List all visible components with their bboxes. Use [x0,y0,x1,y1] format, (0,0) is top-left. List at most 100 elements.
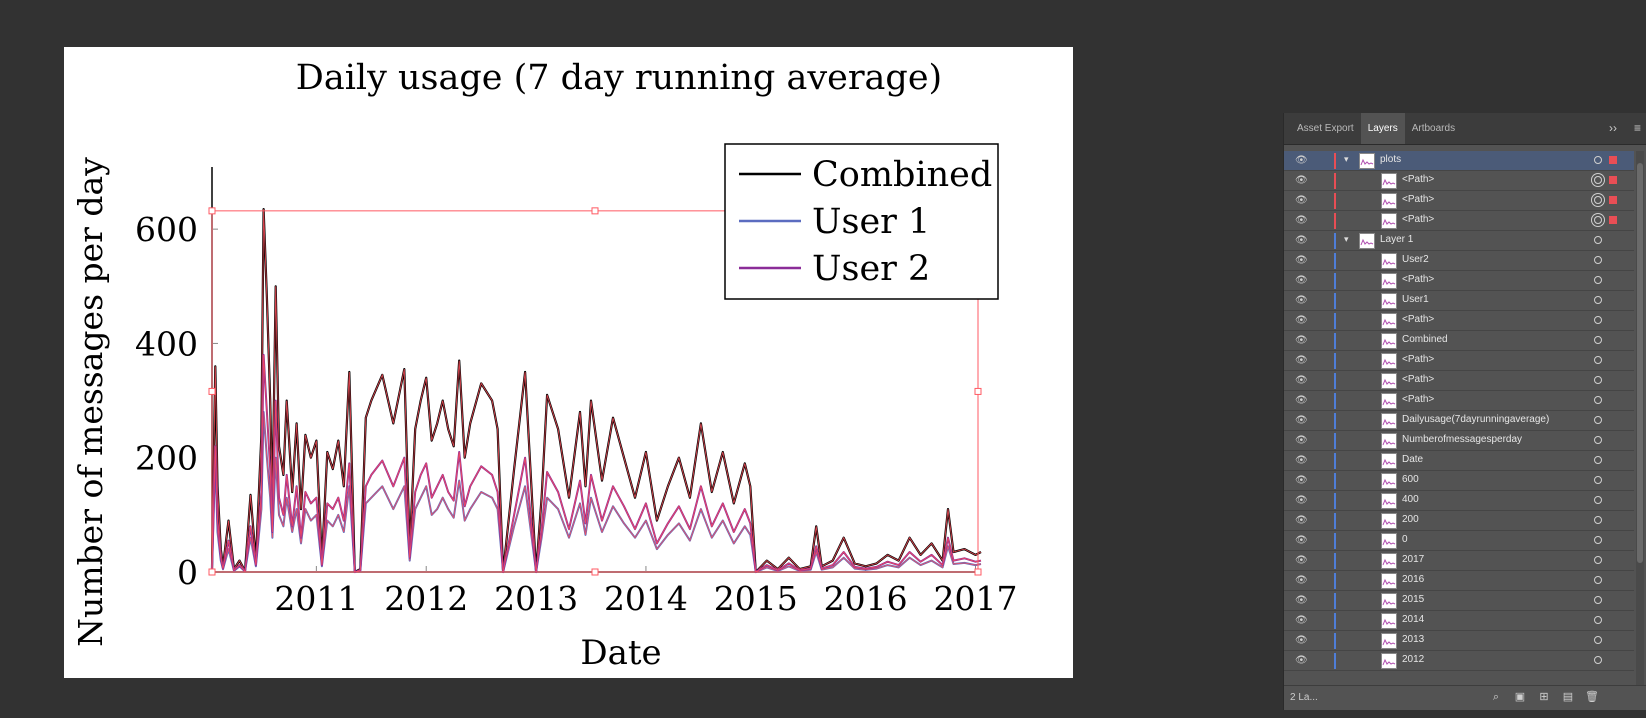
target-circle-icon[interactable] [1594,276,1602,284]
more-tabs-icon[interactable]: ›› [1609,121,1617,135]
target-circle-icon[interactable] [1594,456,1602,464]
target-circle-icon[interactable] [1594,336,1602,344]
selection-indicator[interactable] [1609,156,1617,164]
bounding-box-handle[interactable] [974,568,982,576]
target-circle-icon[interactable] [1594,176,1602,184]
target-circle-icon[interactable] [1594,616,1602,624]
layer-name[interactable]: 2012 [1402,654,1425,665]
target-circle-icon[interactable] [1594,496,1602,504]
visibility-eye-icon[interactable]: 👁 [1295,475,1308,486]
expand-chevron-icon[interactable]: ▾ [1344,234,1349,244]
layer-row[interactable]: 👁 0 [1284,531,1634,551]
layer-row[interactable]: 👁 2015 [1284,591,1634,611]
selection-indicator[interactable] [1609,196,1617,204]
scrollbar-thumb[interactable] [1637,163,1643,563]
layer-name[interactable]: <Path> [1402,394,1435,405]
layer-name[interactable]: Dailyusage(7dayrunningaverage) [1402,414,1550,425]
target-circle-icon[interactable] [1594,316,1602,324]
layer-row[interactable]: 👁 2013 [1284,631,1634,651]
visibility-eye-icon[interactable]: 👁 [1295,635,1308,646]
layer-row[interactable]: 👁 User2 [1284,251,1634,271]
layer-name[interactable]: Numberofmessagesperday [1402,434,1523,445]
visibility-eye-icon[interactable]: 👁 [1295,315,1308,326]
layer-row[interactable]: 👁 <Path> [1284,191,1634,211]
layer-name[interactable]: Date [1402,454,1424,465]
visibility-eye-icon[interactable]: 👁 [1295,235,1308,246]
target-circle-icon[interactable] [1594,516,1602,524]
visibility-eye-icon[interactable]: 👁 [1295,535,1308,546]
visibility-eye-icon[interactable]: 👁 [1295,275,1308,286]
layer-name[interactable]: <Path> [1402,374,1435,385]
visibility-eye-icon[interactable]: 👁 [1295,435,1308,446]
delete-layer-icon[interactable]: 🗑 [1585,691,1599,703]
create-sublayer-icon[interactable]: ⊞ [1539,691,1549,703]
layer-row[interactable]: 👁 <Path> [1284,171,1634,191]
layer-row[interactable]: 👁 ▾ plots [1284,151,1634,171]
selection-indicator[interactable] [1609,176,1617,184]
target-circle-icon[interactable] [1594,216,1602,224]
visibility-eye-icon[interactable]: 👁 [1295,155,1308,166]
panel-menu-icon[interactable]: ≡ [1633,121,1641,135]
layer-row[interactable]: 👁 <Path> [1284,311,1634,331]
layer-row[interactable]: 👁 2012 [1284,651,1634,671]
target-circle-icon[interactable] [1594,356,1602,364]
layer-row[interactable]: 👁 400 [1284,491,1634,511]
layer-row[interactable]: 👁 <Path> [1284,271,1634,291]
tab-artboards[interactable]: Artboards [1411,123,1456,134]
layer-name[interactable]: 200 [1402,514,1419,525]
target-circle-icon[interactable] [1594,556,1602,564]
visibility-eye-icon[interactable]: 👁 [1295,195,1308,206]
target-circle-icon[interactable] [1594,476,1602,484]
layer-name[interactable]: <Path> [1402,274,1435,285]
target-circle-icon[interactable] [1594,376,1602,384]
layer-name[interactable]: Layer 1 [1380,234,1414,245]
layer-name[interactable]: 2014 [1402,614,1425,625]
layer-name[interactable]: 400 [1402,494,1419,505]
layer-row[interactable]: 👁 600 [1284,471,1634,491]
layer-name[interactable]: User1 [1402,294,1429,305]
layer-row[interactable]: 👁 2017 [1284,551,1634,571]
visibility-eye-icon[interactable]: 👁 [1295,215,1308,226]
make-clipping-mask-icon[interactable]: ▣ [1514,691,1526,703]
visibility-eye-icon[interactable]: 👁 [1295,335,1308,346]
target-circle-icon[interactable] [1594,576,1602,584]
layer-row[interactable]: 👁 Dailyusage(7dayrunningaverage) [1284,411,1634,431]
layer-row[interactable]: 👁 Numberofmessagesperday [1284,431,1634,451]
target-circle-icon[interactable] [1594,656,1602,664]
selection-indicator[interactable] [1609,216,1617,224]
visibility-eye-icon[interactable]: 👁 [1295,415,1308,426]
layer-name[interactable]: <Path> [1402,354,1435,365]
target-circle-icon[interactable] [1594,636,1602,644]
layer-name[interactable]: <Path> [1402,314,1435,325]
target-circle-icon[interactable] [1594,596,1602,604]
visibility-eye-icon[interactable]: 👁 [1295,595,1308,606]
layer-name[interactable]: <Path> [1402,194,1435,205]
target-circle-icon[interactable] [1594,536,1602,544]
bounding-box-handle[interactable] [208,387,216,395]
target-circle-icon[interactable] [1594,156,1602,164]
bounding-box-handle[interactable] [591,568,599,576]
visibility-eye-icon[interactable]: 👁 [1295,615,1308,626]
layer-row[interactable]: 👁 <Path> [1284,391,1634,411]
layer-row[interactable]: 👁 ▾ Layer 1 [1284,231,1634,251]
visibility-eye-icon[interactable]: 👁 [1295,515,1308,526]
tab-asset-export[interactable]: Asset Export [1297,123,1354,134]
visibility-eye-icon[interactable]: 👁 [1295,495,1308,506]
layer-row[interactable]: 👁 <Path> [1284,211,1634,231]
layer-name[interactable]: 600 [1402,474,1419,485]
layer-row[interactable]: 👁 User1 [1284,291,1634,311]
layer-name[interactable]: 2013 [1402,634,1425,645]
create-new-layer-icon[interactable]: ▤ [1562,691,1574,703]
visibility-eye-icon[interactable]: 👁 [1295,575,1308,586]
layer-name[interactable]: 2016 [1402,574,1425,585]
bounding-box-handle[interactable] [208,207,216,215]
visibility-eye-icon[interactable]: 👁 [1295,355,1308,366]
layer-name[interactable]: <Path> [1402,174,1435,185]
scrollbar[interactable] [1636,151,1644,686]
target-circle-icon[interactable] [1594,196,1602,204]
layer-row[interactable]: 👁 Combined [1284,331,1634,351]
layer-row[interactable]: 👁 <Path> [1284,371,1634,391]
visibility-eye-icon[interactable]: 👁 [1295,375,1308,386]
visibility-eye-icon[interactable]: 👁 [1295,555,1308,566]
tab-layers[interactable]: Layers [1360,113,1405,144]
